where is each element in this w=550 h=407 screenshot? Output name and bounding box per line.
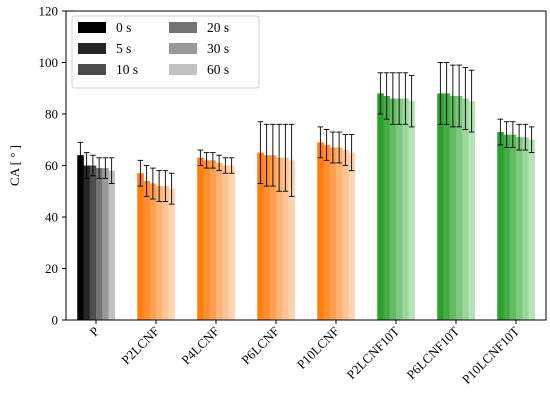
bar [228,165,236,320]
bar [269,155,277,320]
bars-layer [77,93,536,321]
legend-label: 20 s [207,20,229,35]
x-tick-label: P6LCNF [238,324,282,368]
x-tick-label: P10LCNF10T [459,323,522,386]
bar [443,93,451,321]
x-tick-label: P6LCNF10T [403,323,462,382]
bar [108,170,116,320]
bar [449,95,457,320]
bar [437,93,444,321]
bar [456,95,463,320]
bar [222,165,229,320]
bar [276,157,283,320]
bar [509,134,517,320]
bar [137,173,144,320]
bar [522,137,529,320]
bar [389,98,397,320]
x-tick-label: P2LCNF [118,324,162,368]
bar [83,165,91,320]
legend-label: 30 s [207,41,229,56]
y-tick-label: 100 [39,55,59,70]
x-tick-label: P [86,324,102,340]
bar [503,134,511,320]
x-tick-label: P4LCNF [178,324,222,368]
bar [77,155,84,320]
legend-label: 0 s [116,20,131,35]
bar [396,98,403,320]
legend-swatch [78,64,106,75]
bar [89,165,97,320]
bar [497,132,504,320]
bar [383,95,391,320]
bar [317,142,324,320]
y-tick-label: 80 [45,107,58,122]
bar [263,155,271,320]
bar [143,180,151,320]
x-tick-label: P2LCNF10T [343,323,402,382]
y-tick-label: 0 [52,313,59,328]
legend-label: 60 s [207,62,229,77]
bar [168,188,176,320]
legend: 0 s 5 s 10 s 20 s 30 s 60 s [71,15,260,89]
legend-swatch [169,43,197,54]
bar [402,98,409,320]
bar [102,168,109,320]
y-tick-label: 40 [45,210,58,225]
bar [149,183,157,320]
bar [209,160,217,320]
bar [257,152,264,321]
legend-swatch [169,22,197,33]
legend-swatch [78,43,106,54]
bar [282,157,289,320]
legend-swatch [78,22,106,33]
y-axis-label: CA [ ° ] [7,145,22,186]
bar [216,162,223,320]
x-tick-label: P10LCNF [294,324,342,372]
error-bars-layer [77,62,535,205]
bar [156,186,163,320]
legend-box [71,15,260,89]
bar [342,150,349,320]
bar [408,101,416,321]
legend-label: 10 s [116,62,138,77]
bar [516,137,523,320]
bar [348,152,356,321]
legend-label: 5 s [116,41,131,56]
bar [528,139,536,320]
y-tick-label: 120 [39,4,59,19]
bar [203,160,211,320]
bar [96,168,103,320]
bar [162,186,169,320]
bar [197,157,204,320]
bar [462,98,469,320]
legend-swatch [169,64,197,75]
bar [468,101,476,321]
bar [323,144,331,320]
bar [329,147,337,320]
bar [288,160,296,320]
bar [377,93,384,321]
y-tick-label: 20 [45,261,58,276]
bar [336,147,343,320]
y-tick-label: 60 [45,158,58,173]
